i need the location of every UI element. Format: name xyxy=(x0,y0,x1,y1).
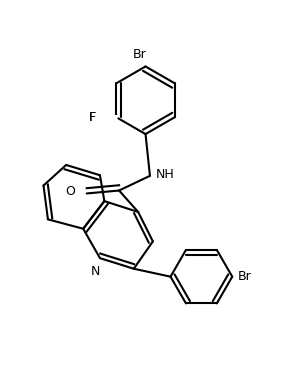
Text: Br: Br xyxy=(133,47,146,61)
Text: O: O xyxy=(65,186,75,199)
Text: NH: NH xyxy=(156,168,175,181)
Text: F: F xyxy=(88,111,96,124)
Text: Br: Br xyxy=(238,270,252,283)
Text: F: F xyxy=(88,111,96,124)
Text: N: N xyxy=(91,266,100,279)
